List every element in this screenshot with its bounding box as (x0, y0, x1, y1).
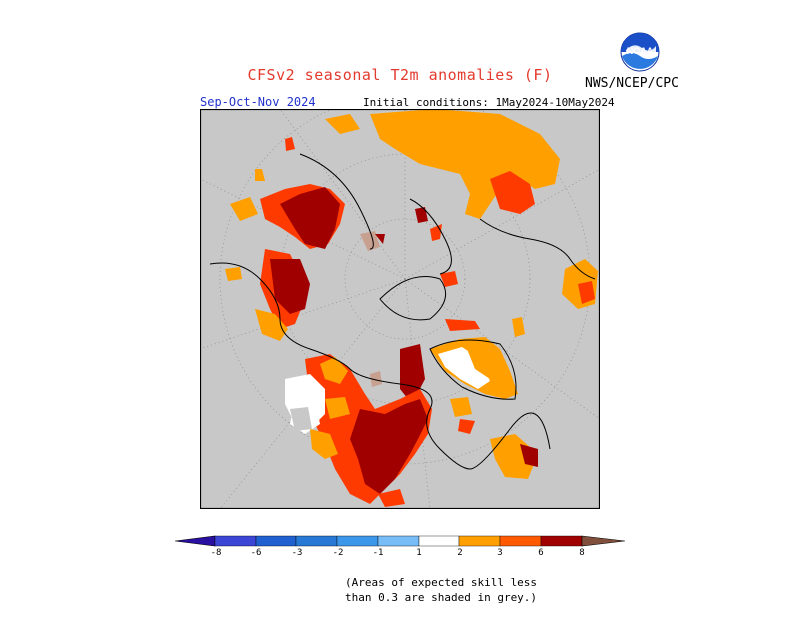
skill-note: (Areas of expected skill less than 0.3 a… (345, 575, 537, 605)
skill-note-line: (Areas of expected skill less (345, 576, 538, 589)
colorbar-tick: -8 (210, 548, 222, 558)
colorbar-tick: -1 (372, 548, 384, 558)
colorbar-tick: -6 (250, 548, 262, 558)
colorbar (175, 535, 625, 547)
coastlines (209, 153, 596, 470)
colorbar-tick: -3 (291, 548, 303, 558)
season-label: Sep-Oct-Nov 2024 (200, 95, 316, 109)
polar-anomaly-map (200, 109, 600, 509)
agency-label: NWS/NCEP/CPC (585, 76, 679, 91)
skill-note-line: than 0.3 are shaded in grey.) (345, 591, 538, 604)
initial-conditions-label: Initial conditions: 1May2024-10May2024 (363, 96, 615, 109)
chart-title: CFSv2 seasonal T2m anomalies (F) (247, 66, 553, 84)
colorbar-tick: 3 (497, 548, 503, 558)
svg-text:NOAA: NOAA (627, 46, 654, 56)
colorbar-tick: 6 (538, 548, 544, 558)
colorbar-tick: -2 (332, 548, 344, 558)
colorbar-tick: 8 (579, 548, 585, 558)
colorbar-tick: 1 (416, 548, 422, 558)
colorbar-tick: 2 (457, 548, 463, 558)
anomaly-regions (225, 109, 598, 507)
noaa-logo: NOAA (620, 32, 660, 72)
